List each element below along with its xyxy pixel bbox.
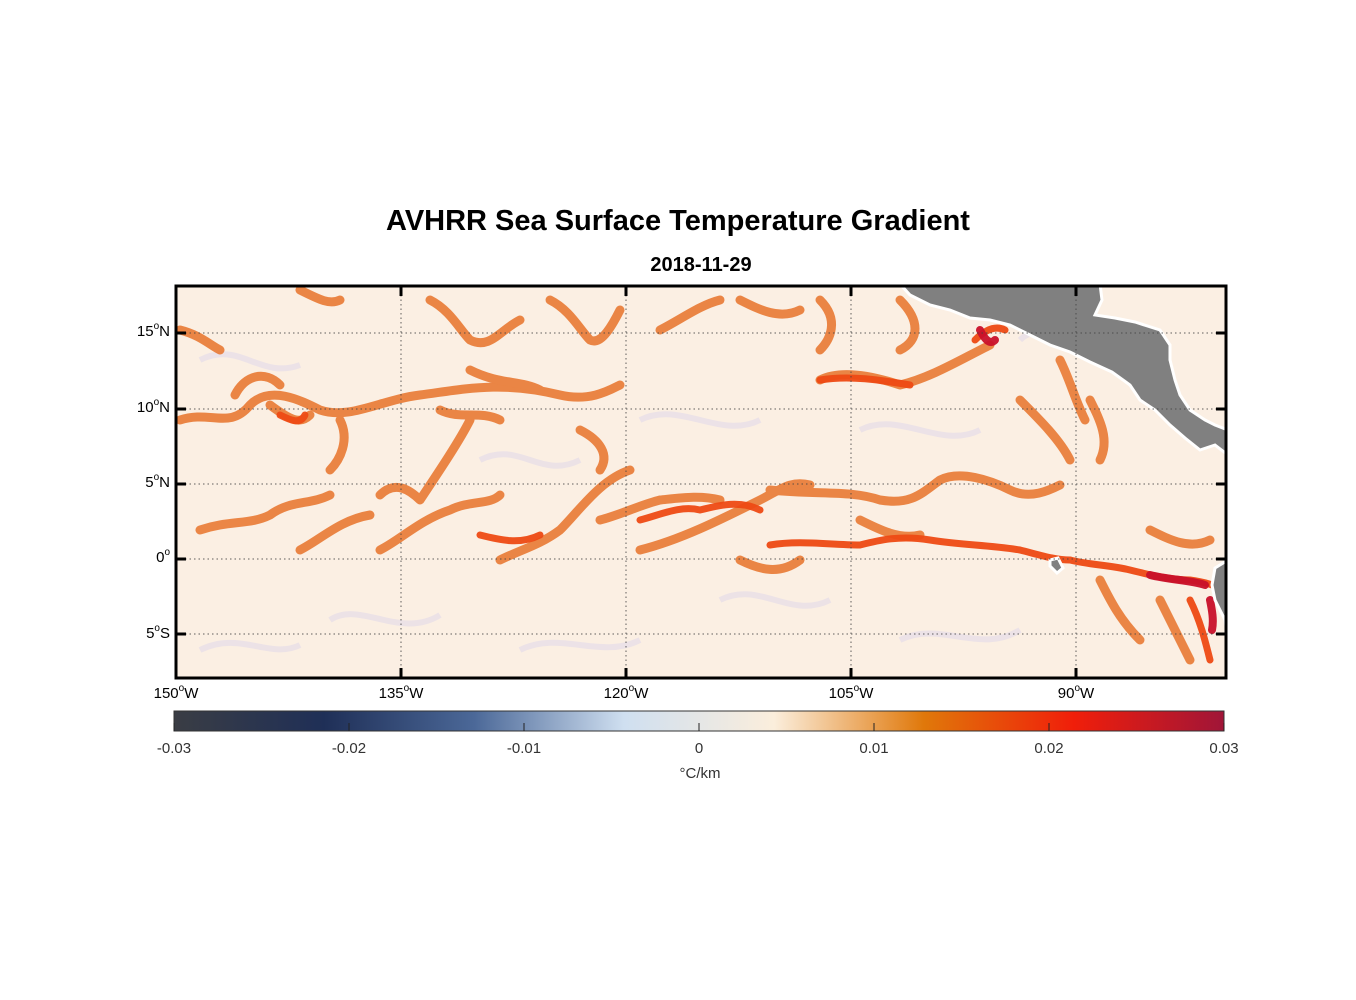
tick-degrees: 105	[828, 685, 854, 702]
colorbar-tick-label: 0.03	[1209, 740, 1239, 757]
degree-symbol: o	[153, 396, 160, 408]
tick-degrees: 150	[153, 685, 179, 702]
tick-degrees: 10	[136, 398, 154, 416]
land-south-america	[1210, 559, 1226, 637]
tick-hemisphere: W	[409, 685, 424, 702]
degree-symbol: o	[164, 547, 170, 559]
chart-subtitle: 2018-11-29	[650, 254, 752, 276]
land-masses	[899, 286, 1226, 637]
colorbar-tick-label: 0.01	[859, 740, 889, 757]
colorbar-tick-label: 0.02	[1034, 740, 1064, 757]
lat-tick-label: 5oN	[110, 472, 170, 491]
colorbar-tick-label: -0.02	[331, 740, 367, 757]
tick-hemisphere: W	[859, 685, 874, 702]
colorbar-ticks	[173, 723, 1225, 731]
map-frame	[174, 284, 1228, 680]
degree-symbol: o	[178, 683, 185, 694]
colorbar-unit: °C/km	[679, 765, 721, 782]
tick-degrees: 0	[156, 549, 165, 567]
tick-degrees: 90	[1057, 685, 1075, 702]
lat-tick-label: 0o	[110, 547, 170, 567]
land-central-america	[899, 286, 1226, 456]
colorbar-tick-label: -0.03	[156, 740, 192, 757]
lon-tick-label: 90oW	[1036, 683, 1116, 702]
degree-symbol: o	[1074, 683, 1081, 694]
tick-hemisphere: S	[159, 624, 170, 642]
tick-degrees: 135	[378, 685, 404, 702]
tick-degrees: 5	[145, 474, 154, 491]
lat-tick-label: 5oS	[110, 622, 170, 642]
colorbar-tick-label: -0.01	[506, 740, 542, 757]
lon-tick-label: 105oW	[811, 683, 891, 702]
frame-ticks	[176, 286, 1226, 678]
lon-tick-label: 150oW	[136, 683, 216, 702]
colorbar-tick-label: 0	[694, 740, 704, 757]
gradient-fronts	[176, 286, 1226, 665]
tick-hemisphere: W	[184, 685, 199, 702]
tick-degrees: 5	[146, 624, 155, 642]
degree-symbol: o	[153, 472, 160, 483]
tick-hemisphere: W	[1080, 685, 1095, 702]
tick-hemisphere: N	[159, 323, 170, 341]
lat-tick-label: 10oN	[110, 396, 170, 416]
chart-title: AVHRR Sea Surface Temperature Gradient	[386, 205, 970, 237]
lon-tick-label: 120oW	[586, 683, 666, 702]
tick-hemisphere: N	[159, 474, 170, 491]
tick-degrees: 120	[603, 685, 629, 702]
degree-symbol: o	[853, 683, 860, 694]
degree-symbol: o	[403, 683, 410, 694]
degree-symbol: o	[153, 321, 160, 333]
lat-tick-label: 15oN	[110, 321, 170, 341]
degree-symbol: o	[154, 622, 160, 634]
tick-hemisphere: N	[159, 398, 170, 416]
tick-degrees: 15	[136, 323, 154, 341]
lon-tick-label: 135oW	[361, 683, 441, 702]
tick-hemisphere: W	[634, 685, 649, 702]
degree-symbol: o	[628, 683, 635, 694]
land-galapagos	[1048, 556, 1065, 576]
